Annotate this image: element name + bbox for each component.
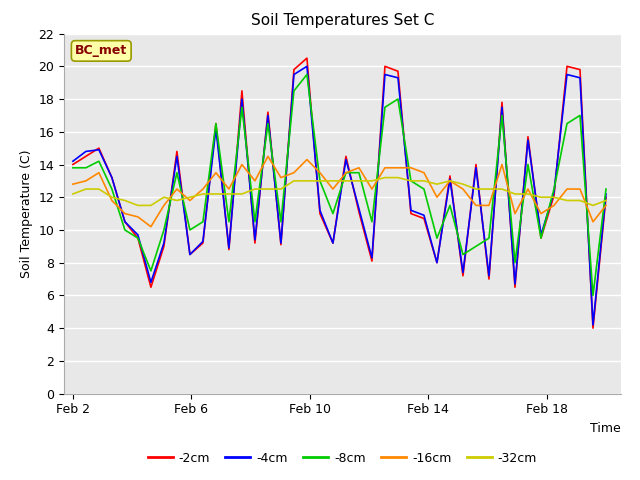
Text: BC_met: BC_met	[75, 44, 127, 58]
Y-axis label: Soil Temperature (C): Soil Temperature (C)	[20, 149, 33, 278]
Title: Soil Temperatures Set C: Soil Temperatures Set C	[251, 13, 434, 28]
X-axis label: Time: Time	[590, 422, 621, 435]
Legend: -2cm, -4cm, -8cm, -16cm, -32cm: -2cm, -4cm, -8cm, -16cm, -32cm	[143, 447, 542, 469]
